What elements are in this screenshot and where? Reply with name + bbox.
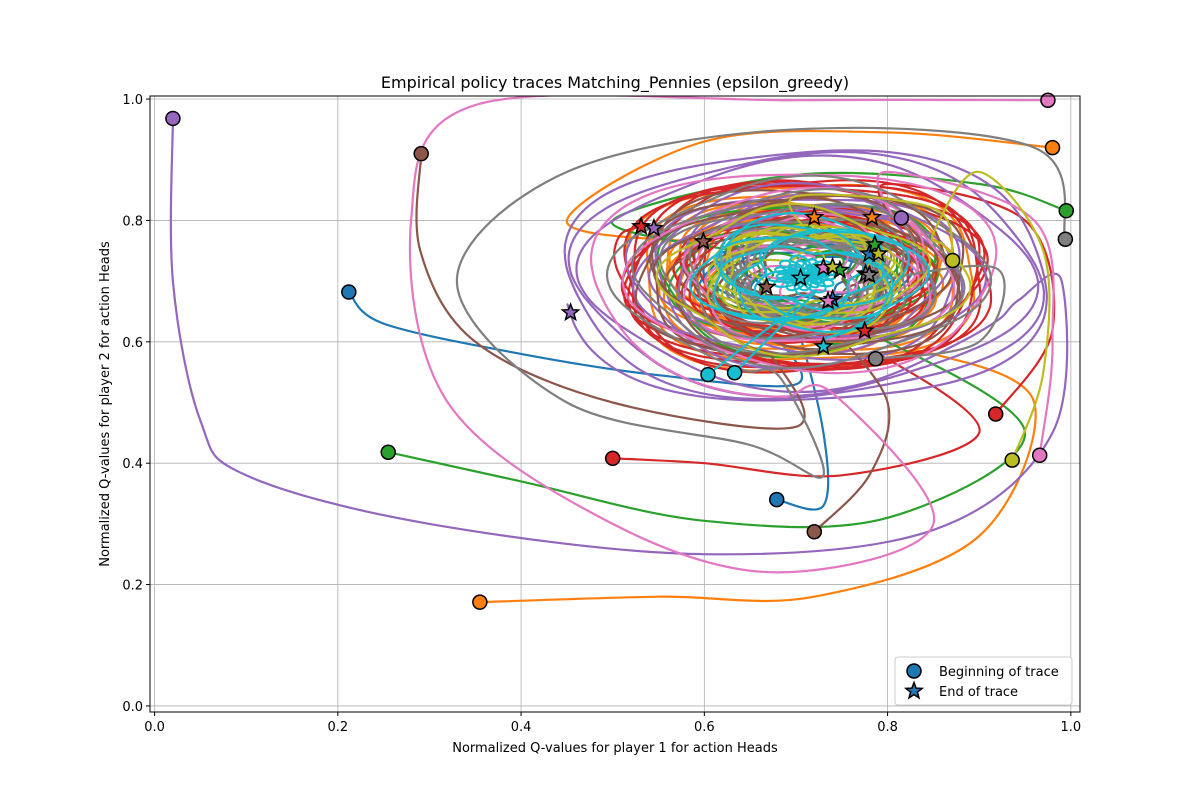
trace-start-marker — [1031, 447, 1048, 464]
trace-start-marker — [987, 406, 1004, 422]
legend-circle-marker — [906, 663, 922, 679]
trace-line — [415, 153, 965, 430]
trace-end-marker — [804, 206, 825, 227]
trace-start-marker — [604, 450, 621, 467]
trace-end-marker — [854, 320, 875, 340]
trace-line — [612, 179, 993, 478]
trace-end-marker — [822, 256, 843, 276]
trace-end-marker — [560, 302, 581, 322]
legend-label-begin: Beginning of trace — [939, 665, 1059, 680]
trace-end-marker — [790, 267, 811, 287]
trace-start-marker — [1040, 92, 1056, 108]
trace-start-marker — [700, 366, 716, 383]
x-tick-label: 0.8 — [877, 720, 898, 735]
trace-line — [169, 118, 1069, 556]
plot-frame — [149, 95, 1081, 713]
x-tick-label: 0.2 — [327, 720, 348, 735]
trace-start-marker — [726, 364, 743, 381]
y-tick-label: 0.2 — [122, 579, 143, 594]
trace-start-marker — [413, 145, 429, 162]
legend-star-marker — [903, 680, 925, 700]
trace-start-marker — [380, 444, 396, 460]
trace-start-marker — [806, 524, 823, 540]
markers — [165, 92, 1075, 610]
trace-start-marker — [893, 210, 910, 226]
legend: Beginning of trace End of trace — [894, 656, 1073, 706]
y-tick-label: 0.4 — [122, 457, 143, 472]
x-tick-label: 0.4 — [511, 720, 532, 735]
y-tick-label: 0.6 — [122, 336, 143, 351]
trace-start-marker — [165, 110, 181, 127]
trace-end-marker — [813, 336, 834, 356]
x-tick-label: 0.0 — [144, 720, 165, 735]
y-tick-label: 0.0 — [122, 700, 143, 715]
trace-start-marker — [768, 491, 785, 508]
x-axis-label: Normalized Q-values for player 1 for act… — [452, 741, 778, 756]
y-tick-label: 1.0 — [122, 93, 143, 108]
trace-end-marker — [861, 206, 883, 227]
trace-end-marker — [868, 243, 889, 263]
y-axis-ticks: 0.0 0.2 0.4 0.6 0.8 1.0 — [122, 93, 150, 715]
trace-line — [733, 254, 842, 374]
trace-end-marker — [756, 276, 777, 296]
trace-line — [455, 126, 1067, 479]
x-tick-label: 0.6 — [694, 720, 715, 735]
trace-start-marker — [1044, 139, 1061, 156]
trace-end-marker — [859, 264, 880, 284]
trace-start-marker — [341, 284, 357, 300]
legend-label-end: End of trace — [939, 685, 1018, 700]
trace-start-marker — [1057, 231, 1074, 247]
chart-title: Empirical policy traces Matching_Pennies… — [381, 73, 849, 93]
trace-end-marker — [693, 231, 714, 251]
trace-line — [689, 212, 930, 376]
y-axis-label: Normalized Q-values for player 2 for act… — [98, 241, 113, 567]
trace-end-marker — [643, 217, 665, 237]
trace-end-marker — [630, 215, 652, 236]
trace-start-marker — [1058, 202, 1075, 219]
trace-start-marker — [1004, 452, 1020, 468]
y-tick-label: 0.8 — [122, 214, 143, 229]
trace-end-marker — [864, 234, 885, 254]
trace-start-marker — [472, 594, 488, 610]
trace-start-marker — [867, 351, 884, 367]
legend-box — [894, 656, 1073, 706]
x-axis-ticks: 0.0 0.2 0.4 0.6 0.8 1.0 — [144, 712, 1081, 735]
trace-end-marker — [817, 290, 839, 310]
x-tick-label: 1.0 — [1060, 720, 1081, 735]
trace-start-marker — [944, 252, 961, 269]
